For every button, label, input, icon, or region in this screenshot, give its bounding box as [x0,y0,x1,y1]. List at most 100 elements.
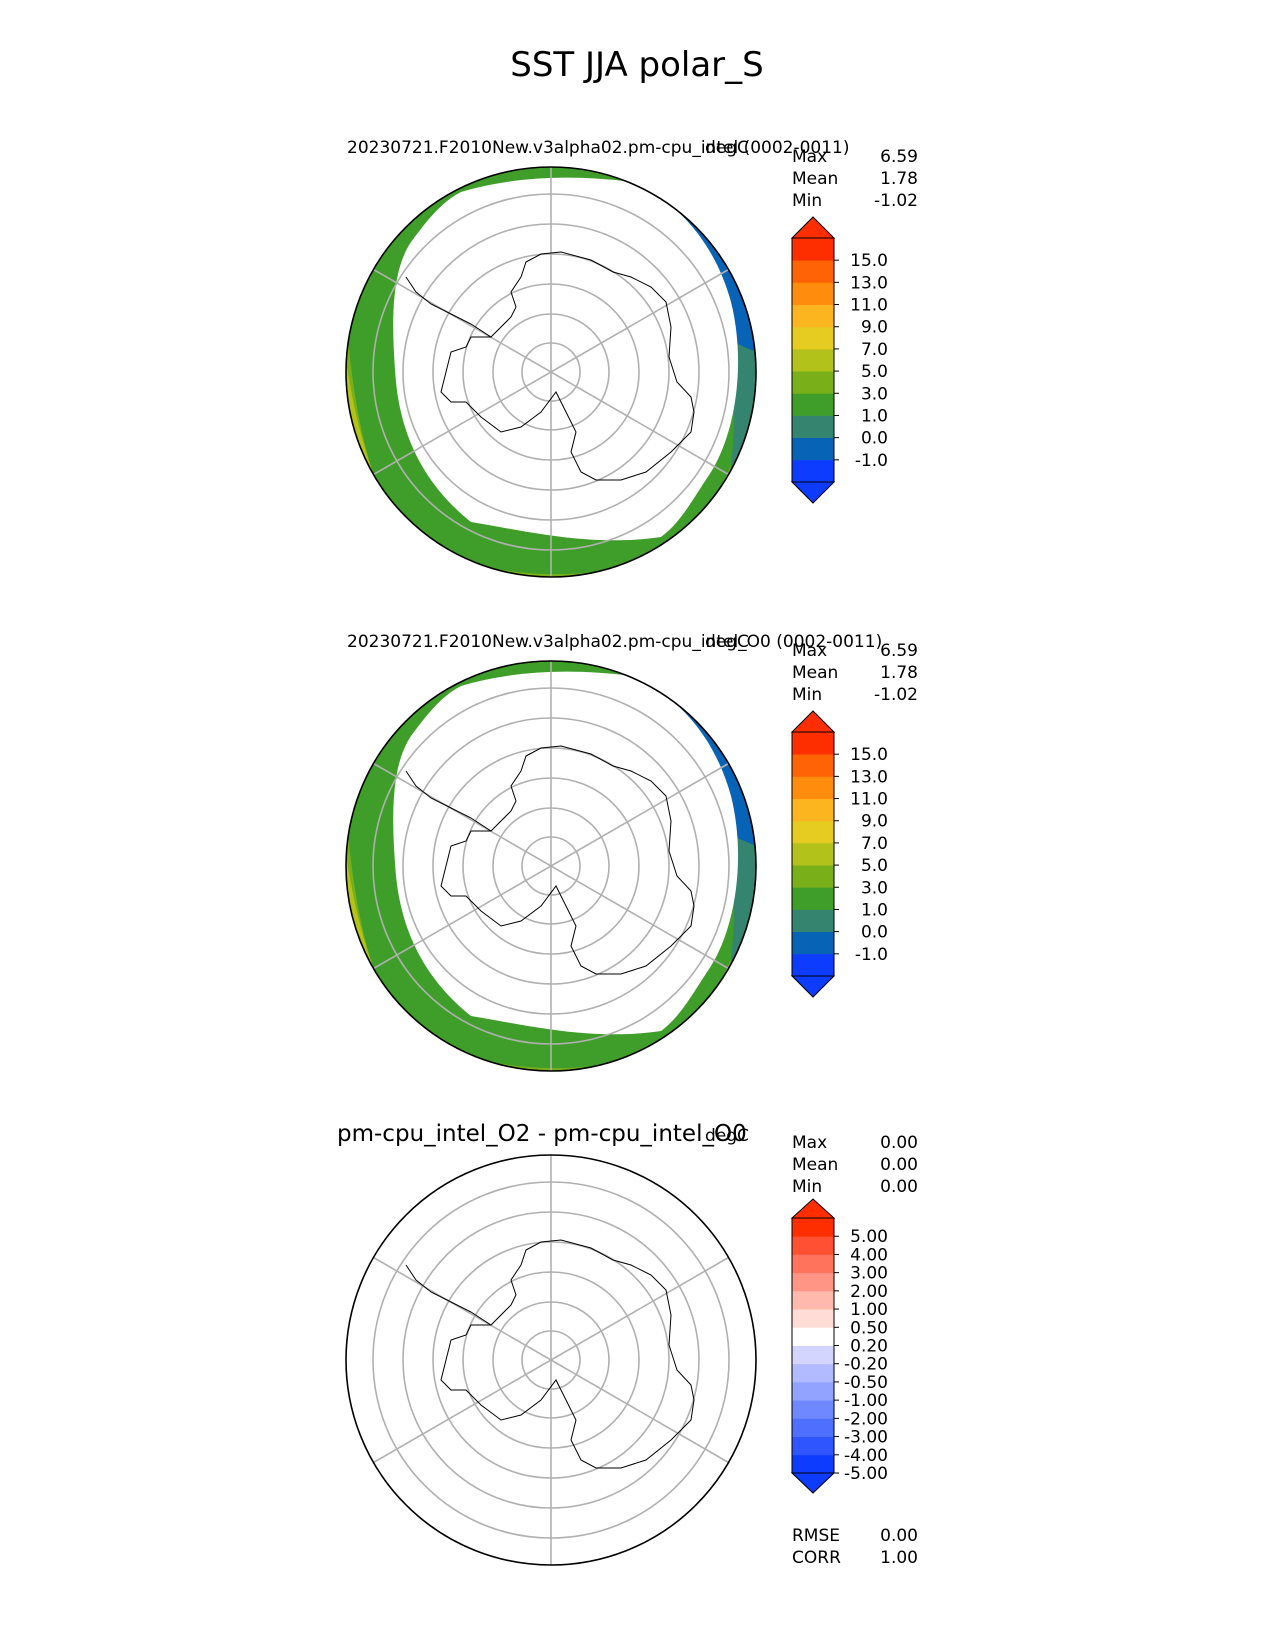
colorbar-tick-label: 0.0 [861,923,888,943]
stat-value-corr: 1.00 [880,1548,918,1568]
stat-value-mean: 1.78 [880,663,918,683]
sea-ice-region [393,177,739,541]
colorbar-ticks: 15.013.0 11.09.07.05.03.01.0 0.0-1.0 [834,251,888,471]
panel-units: degC [705,632,749,652]
stat-label-min: Min [792,1177,822,1197]
colorbar-tick-label: -5.00 [844,1464,888,1484]
colorbar-tick-label: 2.00 [850,1282,888,1302]
colorbar-tick-label: 1.0 [861,406,888,426]
graticule [372,1155,730,1565]
colorbar: 5.004.003.002.001.000.500.20-0.20-0.50-1… [790,1198,888,1494]
colorbar-tick-label: 1.00 [850,1300,888,1320]
colorbar-cell [792,1454,834,1474]
colorbar-cell [792,1236,834,1255]
colorbar-cell [792,776,834,799]
colorbar-cells [791,1217,835,1474]
graticule [372,167,730,577]
colorbar-cell [792,1290,834,1310]
stat-label-mean: Mean [792,1155,838,1175]
antarctica-coastline [440,251,695,481]
stats-block: Max 6.59 Mean 1.78 Min -1.02 [792,147,918,211]
antarctic-peninsula [405,1264,492,1326]
stat-label-rmse: RMSE [792,1526,840,1546]
colorbar-tick-label: 15.0 [850,745,888,765]
colorbar-ticks: 5.004.003.002.001.000.500.20-0.20-0.50-1… [834,1227,888,1484]
stat-value-mean: 0.00 [880,1155,918,1175]
panel-units: degC [705,1126,749,1146]
antarctic-peninsula [405,770,492,832]
map-boundary [345,660,757,1072]
colorbar-cell [792,931,834,955]
colorbar-cell [792,238,834,261]
colorbar-cell [792,348,834,372]
colorbar-tick-label: 3.00 [850,1264,888,1284]
colorbar-cell [792,304,834,328]
colorbar-cell [792,415,834,439]
colorbar-tick-label: 0.20 [850,1337,888,1357]
panel-title: pm-cpu_intel_O2 - pm-cpu_intel_O0 [337,1121,747,1147]
colorbar-tick-label: 11.0 [850,296,888,316]
colorbar-cell [792,1309,834,1328]
stat-value-rmse: 0.00 [880,1526,918,1546]
stat-label-min: Min [792,191,822,211]
colorbar-cell [792,842,834,866]
colorbar-cell [792,326,834,350]
colorbar-tick-label: 9.0 [861,318,888,338]
panel-units: degC [705,138,749,158]
colorbar-tick-label: 3.0 [861,878,888,898]
antarctica-coastline [440,1239,695,1469]
colorbar-cell [792,1272,834,1292]
colorbar-tick-label: 4.00 [850,1245,888,1265]
colorbar-tick-label: 13.0 [850,273,888,293]
stat-label-mean: Mean [792,169,838,189]
stat-value-max: 6.59 [880,147,918,167]
colorbar-cell [792,1363,834,1383]
colorbar-extend-min [790,975,836,998]
panel-test: 20230721.F2010New.v3alpha02.pm-cpu_intel… [345,138,918,578]
polar-map [345,660,757,1072]
stat-label-corr: CORR [792,1548,841,1568]
colorbar-cell [792,1436,834,1456]
colorbar-cell [792,887,834,910]
panel-reference: 20230721.F2010New.v3alpha02.pm-cpu_intel… [345,632,918,1072]
colorbar-extend-max [790,1198,836,1219]
graticule [372,661,730,1071]
colorbar-tick-label: 13.0 [850,767,888,787]
colorbar-cell [792,1381,834,1401]
stat-value-min: -1.02 [874,191,918,211]
colorbar-cell [792,865,834,888]
colorbar-extend-max [790,710,836,733]
polar-map [345,1154,757,1566]
colorbar-tick-label: -3.00 [844,1428,888,1448]
colorbar: 15.013.0 11.09.07.05.03.01.0 0.0-1.0 [790,216,888,504]
colorbar-cells [791,237,835,483]
stat-label-max: Max [792,1133,827,1153]
stats-block: Max 0.00 Mean 0.00 Min 0.00 [792,1133,918,1197]
colorbar-cell [792,732,834,755]
colorbar-cell [792,437,834,461]
colorbar-cell [792,371,834,394]
stat-value-min: -1.02 [874,685,918,705]
colorbar-tick-label: -4.00 [844,1446,888,1466]
colorbar-cell [792,1327,834,1346]
colorbar: 15.013.0 11.09.07.05.03.01.0 0.0-1.0 [790,710,888,998]
sea-ice-region [393,671,739,1035]
panel-difference: pm-cpu_intel_O2 - pm-cpu_intel_O0 degC M… [337,1121,918,1568]
colorbar-tick-label: -1.0 [855,451,888,471]
colorbar-tick-label: 1.0 [861,900,888,920]
stat-value-min: 0.00 [880,1177,918,1197]
stat-label-max: Max [792,147,827,167]
colorbar-cell [792,1400,834,1419]
panel-title: 20230721.F2010New.v3alpha02.pm-cpu_intel… [347,138,850,158]
stat-label-min: Min [792,685,822,705]
map-boundary [345,1154,757,1566]
colorbar-tick-label: -0.20 [844,1355,888,1375]
antarctic-peninsula [405,276,492,338]
colorbar-cell [792,260,834,283]
colorbar-tick-label: -1.00 [844,1391,888,1411]
colorbar-ticks: 15.013.0 11.09.07.05.03.01.0 0.0-1.0 [834,745,888,965]
colorbar-tick-label: 5.0 [861,362,888,382]
colorbar-tick-label: 11.0 [850,790,888,810]
colorbar-cells [791,731,835,977]
